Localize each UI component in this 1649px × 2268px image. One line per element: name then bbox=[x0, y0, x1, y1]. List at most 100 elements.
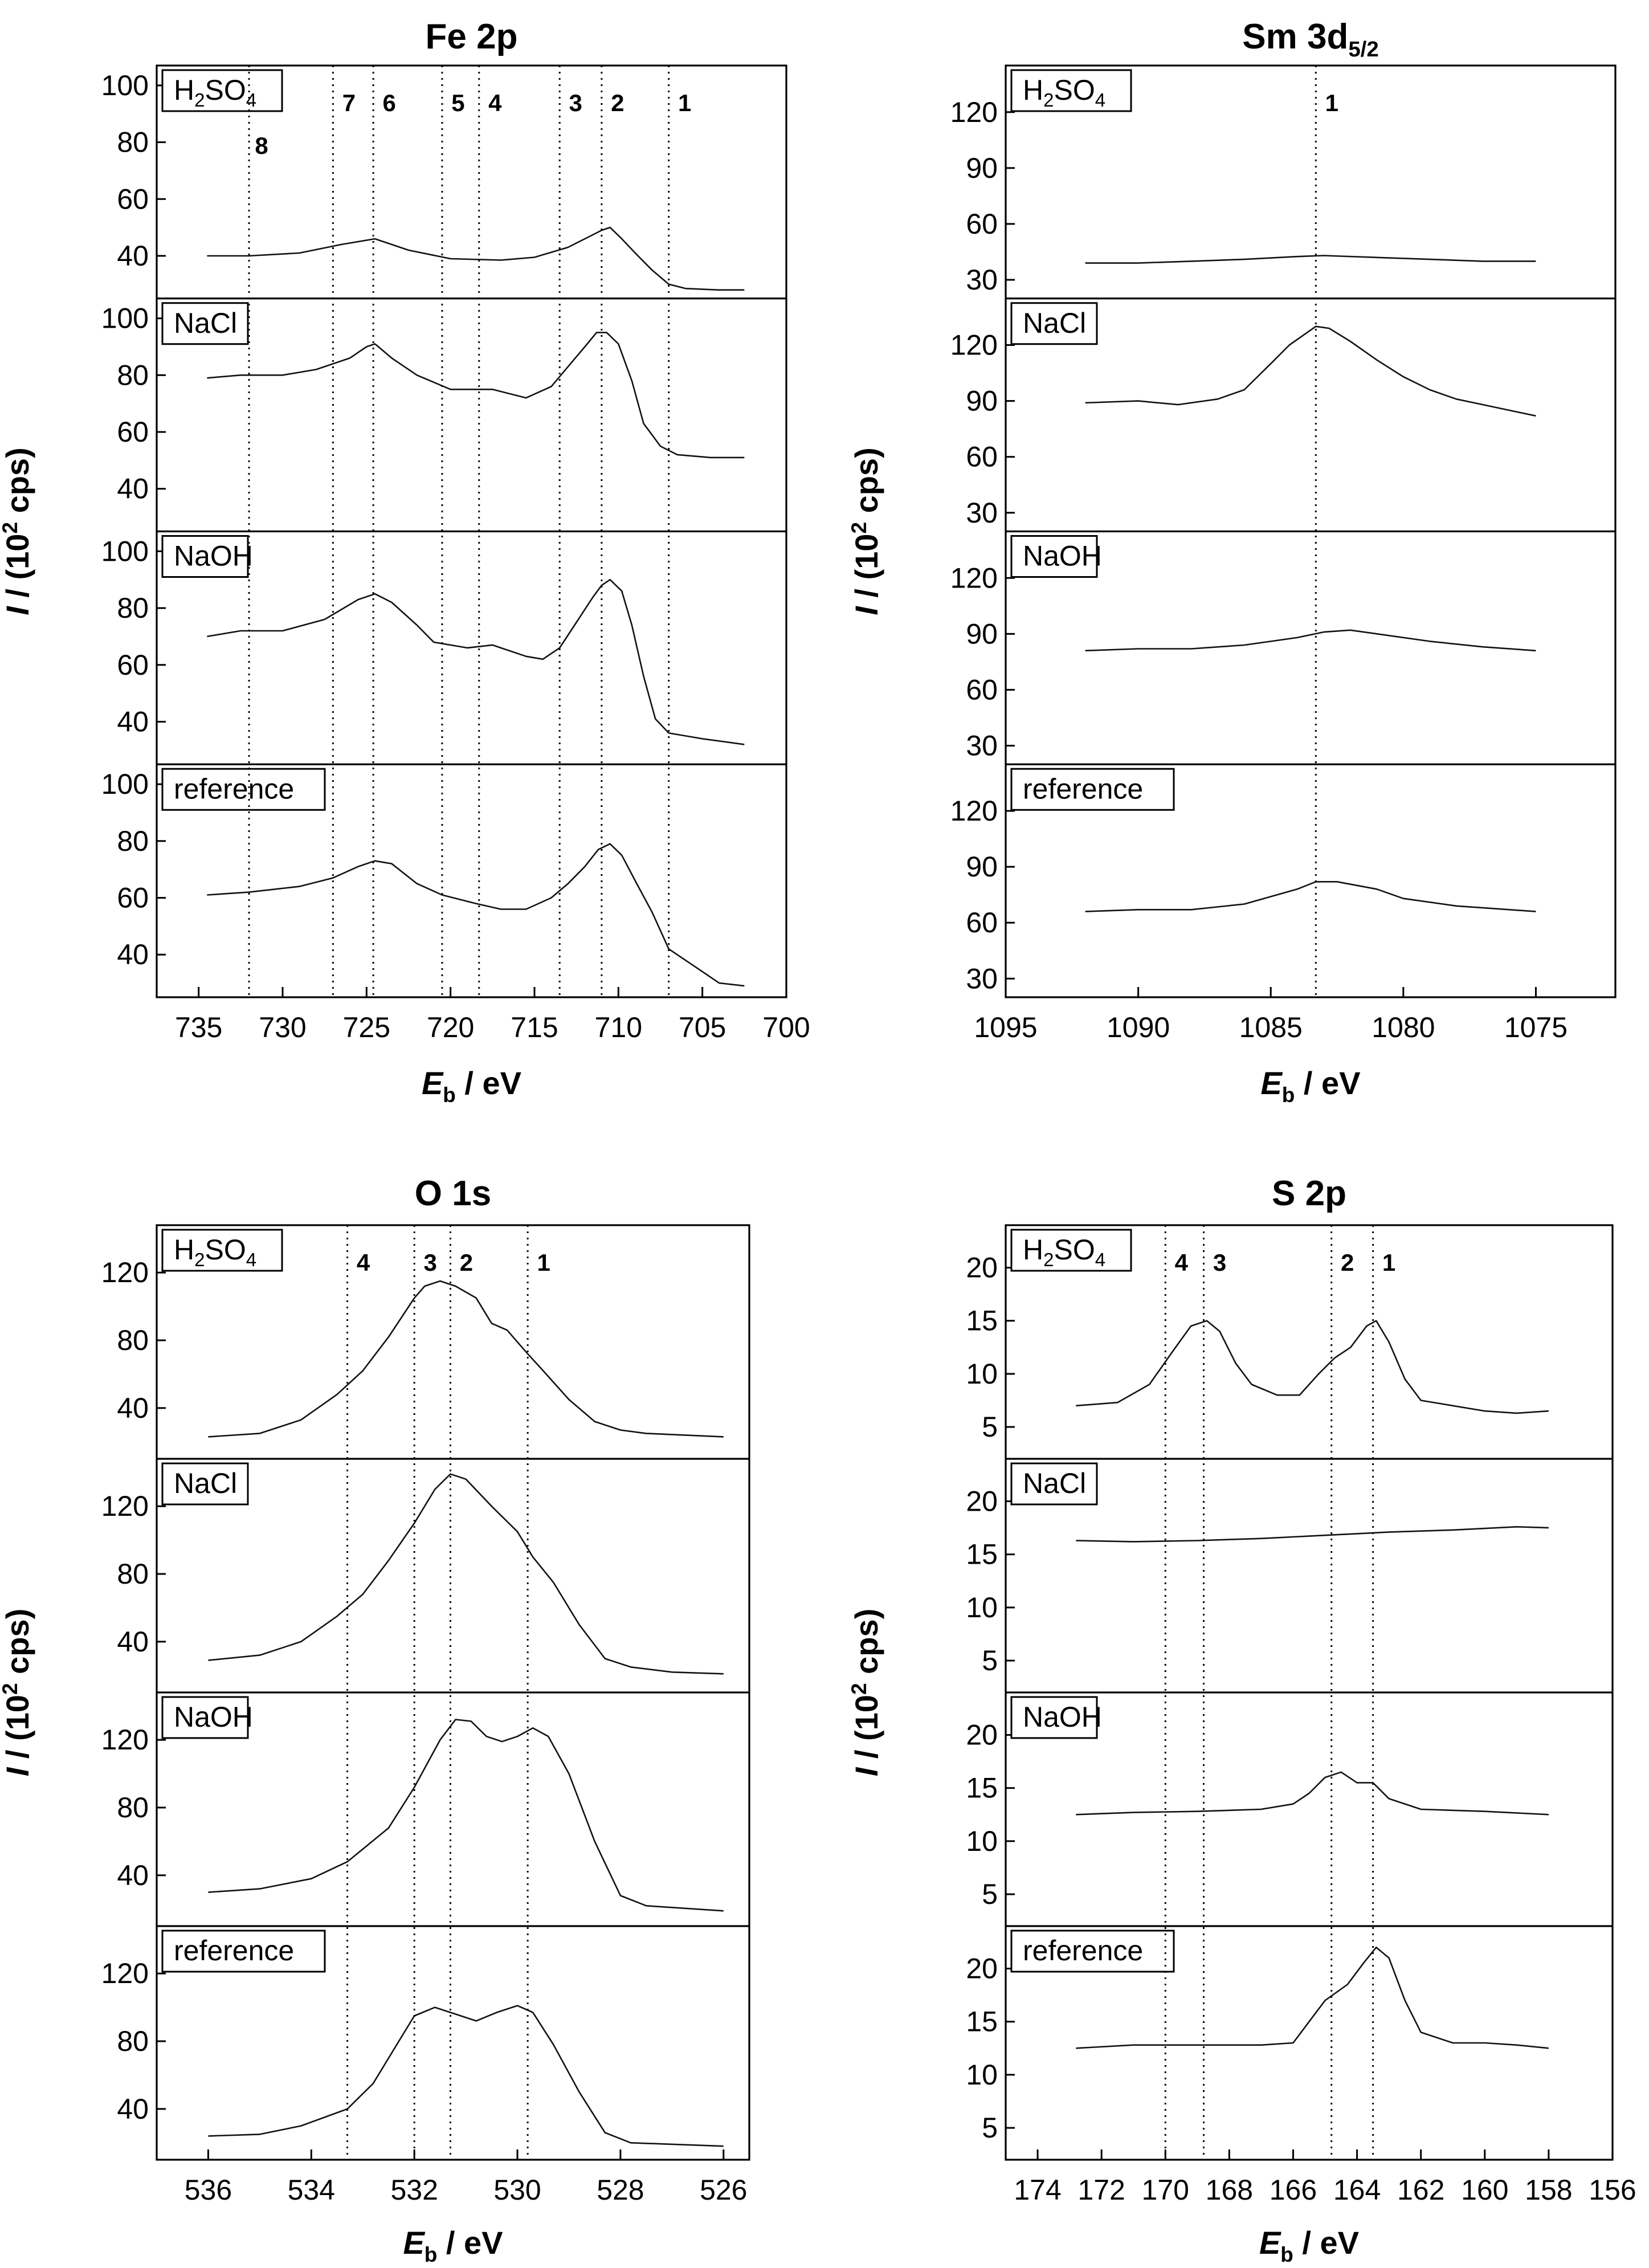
spectrum-line-nacl bbox=[207, 332, 745, 459]
y-tick-label: 90 bbox=[966, 152, 998, 184]
panel-label-box bbox=[161, 1696, 249, 1739]
panel-reference: 30 60 90 120 reference bbox=[950, 763, 1615, 994]
y-tick-label: 100 bbox=[101, 70, 149, 101]
panel-label-text: NaCl bbox=[1023, 307, 1086, 339]
panel-label-box bbox=[161, 1930, 326, 1973]
y-tick-label: 30 bbox=[966, 264, 998, 296]
reference-number: 1 bbox=[1325, 89, 1338, 116]
y-axis-unit: cps) bbox=[0, 447, 35, 522]
y-tick-label: 30 bbox=[966, 497, 998, 529]
panel-label-box bbox=[1010, 69, 1132, 112]
y-axis-label: I / (102 cps) bbox=[847, 447, 884, 615]
y-tick-label: 5 bbox=[982, 2112, 998, 2144]
panel-naoh: 5 10 15 20 NaOH bbox=[966, 1691, 1613, 1910]
y-tick-label: 60 bbox=[966, 441, 998, 473]
spectrum-line-reference bbox=[1085, 881, 1536, 912]
chart-title: O 1s bbox=[415, 1174, 491, 1213]
x-tick-label: 710 bbox=[595, 1011, 642, 1043]
label-subscript: 2 bbox=[194, 89, 205, 111]
panel-label: NaOH bbox=[161, 1696, 253, 1739]
plot-frame bbox=[1005, 1224, 1614, 2161]
x-tick-label: 160 bbox=[1461, 2174, 1508, 2206]
reference-number: 7 bbox=[342, 89, 356, 116]
y-axis-unit: / (10 bbox=[848, 534, 884, 607]
panel-nacl: 30 60 90 120 NaCl bbox=[950, 297, 1615, 529]
label-part: SO bbox=[205, 1234, 246, 1266]
y-tick-label: 100 bbox=[101, 303, 149, 335]
panel-label: NaOH bbox=[1010, 1696, 1102, 1739]
x-tick-label: 730 bbox=[259, 1011, 306, 1043]
x-tick-label: 156 bbox=[1589, 2174, 1636, 2206]
y-tick-label: 80 bbox=[117, 1324, 149, 1356]
panel-label-text: reference bbox=[1023, 773, 1143, 805]
panel-label: H2SO4 bbox=[161, 1229, 283, 1272]
panel-label-box bbox=[161, 535, 249, 578]
panel-label-text: H2SO4 bbox=[1023, 74, 1105, 111]
y-tick-label: 10 bbox=[966, 1358, 998, 1390]
reference-number: 2 bbox=[460, 1249, 473, 1276]
x-tick-label: 1095 bbox=[974, 1011, 1037, 1043]
plot-frame bbox=[156, 64, 787, 998]
y-tick-label: 120 bbox=[950, 96, 998, 128]
spectrum-line-h2so4 bbox=[1085, 255, 1536, 264]
chart-title-main: Fe 2p bbox=[426, 17, 518, 56]
y-tick-label: 80 bbox=[117, 1792, 149, 1824]
plot-frame bbox=[156, 1224, 750, 2161]
y-tick-label: 40 bbox=[117, 2093, 149, 2125]
y-axis-symbol: I bbox=[848, 1767, 884, 1776]
label-part: H bbox=[1023, 1234, 1043, 1266]
y-tick-label: 80 bbox=[117, 1558, 149, 1590]
x-tick-label: 1090 bbox=[1107, 1011, 1170, 1043]
panel-nacl: 40 80 120 NaCl bbox=[101, 1458, 749, 1675]
x-axis-label: Eb / eV bbox=[403, 2225, 503, 2266]
x-axis-subscript: b bbox=[1282, 1083, 1295, 1107]
x-tick-label: 1085 bbox=[1239, 1011, 1303, 1043]
chart-title: Fe 2p bbox=[426, 17, 518, 56]
x-tick-label: 158 bbox=[1525, 2174, 1572, 2206]
spectrum-line-reference bbox=[208, 2005, 724, 2147]
y-tick-label: 15 bbox=[966, 1539, 998, 1571]
panel-label-text: NaCl bbox=[174, 307, 237, 339]
panel-label-box bbox=[161, 69, 283, 112]
reference-number: 4 bbox=[357, 1249, 370, 1276]
reference-number: 3 bbox=[569, 89, 582, 116]
panel-label-text: reference bbox=[174, 1935, 294, 1967]
y-tick-label: 90 bbox=[966, 385, 998, 417]
chart-title-subscript: 5/2 bbox=[1348, 37, 1378, 62]
panel-label-box bbox=[161, 1462, 249, 1506]
y-tick-label: 100 bbox=[101, 768, 149, 800]
panel-label-box bbox=[1010, 1696, 1098, 1739]
y-tick-label: 5 bbox=[982, 1645, 998, 1676]
panel-nacl: 40 60 80 100 NaCl bbox=[101, 297, 786, 505]
panel-label: reference bbox=[161, 1930, 326, 1973]
panel-label: reference bbox=[1010, 1930, 1175, 1973]
label-part: SO bbox=[1054, 1234, 1095, 1266]
panel-label-text: NaOH bbox=[1023, 540, 1102, 572]
x-tick-label: 735 bbox=[175, 1011, 222, 1043]
y-tick-label: 40 bbox=[117, 1859, 149, 1891]
x-axis-unit: / eV bbox=[437, 2225, 503, 2261]
x-axis-label: Eb / eV bbox=[422, 1065, 521, 1107]
panel-label-box bbox=[1010, 302, 1098, 345]
x-tick-label: 528 bbox=[597, 2174, 644, 2206]
y-tick-label: 40 bbox=[117, 705, 149, 737]
reference-number: 4 bbox=[488, 89, 502, 116]
chart-s2p: S 2p5101520H2SO45101520NaCl5101520NaOH51… bbox=[847, 1174, 1636, 2266]
y-tick-label: 20 bbox=[966, 1252, 998, 1284]
x-axis-unit: / eV bbox=[456, 1065, 521, 1101]
y-tick-label: 60 bbox=[966, 907, 998, 939]
y-tick-label: 15 bbox=[966, 1305, 998, 1337]
panel-label-text: H2SO4 bbox=[174, 74, 256, 111]
x-tick-label: 715 bbox=[511, 1011, 558, 1043]
panel-label: NaCl bbox=[1010, 302, 1098, 345]
y-axis-label: I / (102 cps) bbox=[0, 447, 35, 615]
y-tick-label: 80 bbox=[117, 2025, 149, 2057]
chart-title-main: O 1s bbox=[415, 1174, 491, 1213]
label-subscript: 4 bbox=[1095, 89, 1105, 111]
panel-label-text: NaCl bbox=[1023, 1467, 1086, 1499]
panel-label-text: NaOH bbox=[174, 540, 253, 572]
label-subscript: 4 bbox=[246, 89, 256, 111]
spectrum-line-reference bbox=[207, 843, 745, 987]
